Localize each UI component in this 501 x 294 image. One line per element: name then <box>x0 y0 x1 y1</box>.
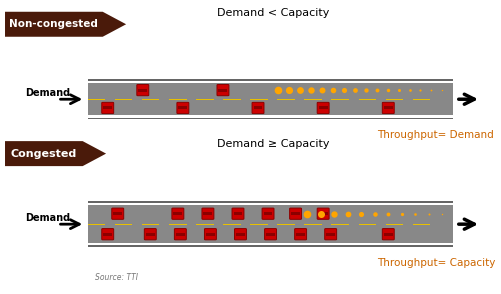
FancyBboxPatch shape <box>295 229 307 240</box>
FancyBboxPatch shape <box>382 102 394 113</box>
Bar <box>115 99 132 100</box>
Bar <box>250 223 268 225</box>
Bar <box>88 243 453 245</box>
FancyBboxPatch shape <box>204 229 216 240</box>
Bar <box>332 223 349 225</box>
Polygon shape <box>5 12 126 37</box>
Bar <box>196 99 213 100</box>
Bar <box>88 115 453 118</box>
FancyBboxPatch shape <box>112 208 124 219</box>
Text: Non-congested: Non-congested <box>10 19 98 29</box>
Bar <box>332 99 349 100</box>
Text: Demand: Demand <box>25 88 70 98</box>
Bar <box>113 212 122 215</box>
Bar <box>88 203 453 245</box>
Bar <box>196 223 213 225</box>
FancyBboxPatch shape <box>262 208 274 219</box>
Bar <box>173 212 182 215</box>
Bar <box>138 88 147 92</box>
Bar <box>413 223 430 225</box>
FancyBboxPatch shape <box>102 102 114 113</box>
Bar <box>176 233 185 236</box>
Text: Demand: Demand <box>25 213 70 223</box>
Bar <box>88 99 105 100</box>
Bar <box>266 233 275 236</box>
Bar <box>319 212 328 215</box>
Bar <box>359 223 376 225</box>
FancyBboxPatch shape <box>317 102 329 113</box>
Bar <box>88 81 453 83</box>
Bar <box>296 233 305 236</box>
Bar <box>250 99 268 100</box>
Bar <box>146 233 155 236</box>
Bar <box>88 81 453 118</box>
Bar <box>169 99 186 100</box>
Bar <box>413 99 430 100</box>
Bar <box>278 99 295 100</box>
Bar <box>223 99 241 100</box>
Bar <box>88 79 453 119</box>
FancyBboxPatch shape <box>137 84 149 96</box>
Text: Demand < Capacity: Demand < Capacity <box>217 8 329 18</box>
Bar <box>169 223 186 225</box>
Bar <box>254 106 263 109</box>
Bar <box>103 106 112 109</box>
FancyBboxPatch shape <box>144 229 156 240</box>
Bar <box>278 223 295 225</box>
Bar <box>233 212 242 215</box>
Bar <box>319 106 328 109</box>
FancyBboxPatch shape <box>252 102 264 113</box>
Bar <box>264 212 273 215</box>
Bar <box>236 233 245 236</box>
Bar <box>359 99 376 100</box>
Bar <box>384 106 393 109</box>
Bar <box>218 88 227 92</box>
Bar <box>386 99 403 100</box>
Bar <box>326 233 335 236</box>
FancyBboxPatch shape <box>217 84 229 96</box>
FancyBboxPatch shape <box>102 229 114 240</box>
Bar <box>206 233 215 236</box>
Bar <box>291 212 300 215</box>
Bar <box>142 99 159 100</box>
Bar <box>178 106 187 109</box>
FancyBboxPatch shape <box>382 229 394 240</box>
Bar <box>305 223 322 225</box>
Text: Demand ≥ Capacity: Demand ≥ Capacity <box>217 139 329 149</box>
FancyBboxPatch shape <box>265 229 277 240</box>
Bar <box>142 223 159 225</box>
Bar <box>305 99 322 100</box>
FancyBboxPatch shape <box>232 208 244 219</box>
Bar <box>386 223 403 225</box>
FancyBboxPatch shape <box>172 208 184 219</box>
Text: Throughput= Capacity: Throughput= Capacity <box>377 258 495 268</box>
Polygon shape <box>5 141 106 166</box>
Bar <box>88 203 453 205</box>
Bar <box>115 223 132 225</box>
FancyBboxPatch shape <box>202 208 214 219</box>
FancyBboxPatch shape <box>177 102 189 113</box>
FancyBboxPatch shape <box>234 229 246 240</box>
Text: Congested: Congested <box>11 148 77 159</box>
Bar <box>103 233 112 236</box>
Bar <box>223 223 241 225</box>
Bar <box>203 212 212 215</box>
FancyBboxPatch shape <box>317 208 329 219</box>
FancyBboxPatch shape <box>325 229 337 240</box>
Bar <box>384 233 393 236</box>
Text: Source: TTI: Source: TTI <box>95 273 138 282</box>
Bar <box>88 201 453 247</box>
Bar <box>88 223 105 225</box>
FancyBboxPatch shape <box>290 208 302 219</box>
Text: Throughput= Demand: Throughput= Demand <box>377 130 494 140</box>
FancyBboxPatch shape <box>174 229 186 240</box>
